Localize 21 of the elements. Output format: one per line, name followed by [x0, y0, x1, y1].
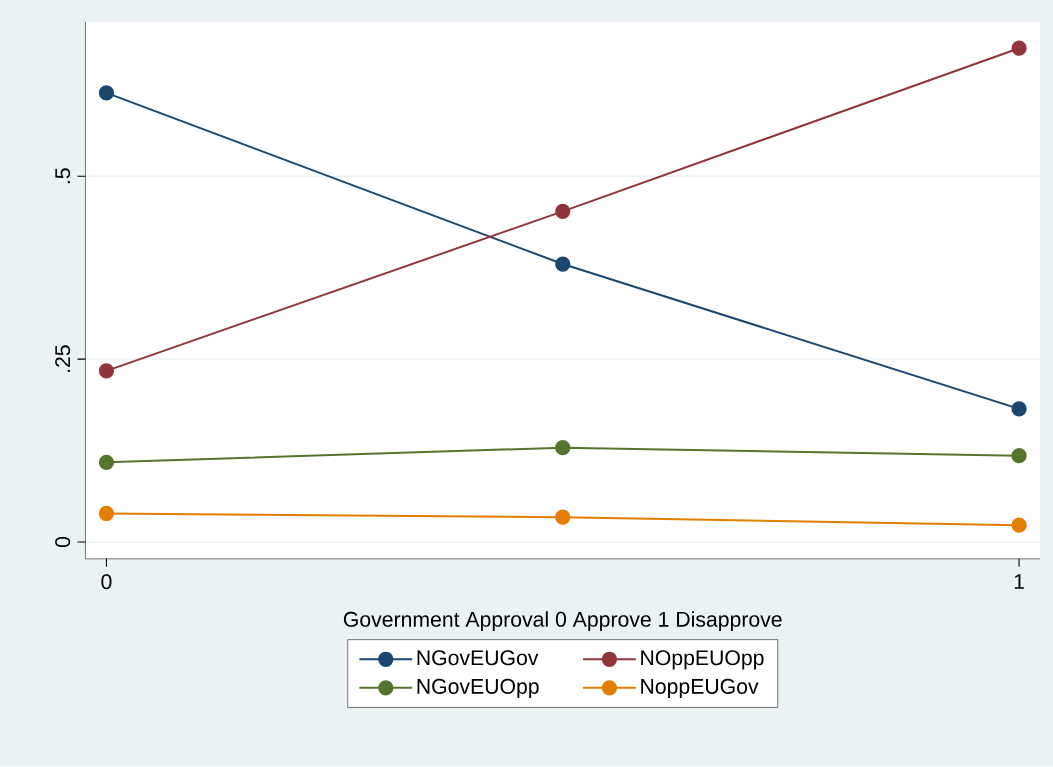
y-tick-label: 0: [55, 537, 71, 548]
point: [98, 363, 115, 379]
legend-label: NGovEUOpp: [417, 679, 539, 699]
point: [98, 454, 115, 471]
point: [555, 203, 571, 220]
point: [1011, 401, 1027, 417]
point: [1011, 517, 1027, 533]
point: [98, 85, 115, 101]
point: [1011, 40, 1027, 56]
point: [555, 256, 571, 272]
point: [98, 506, 115, 522]
x-axis-title: Government Approval 0 Approve 1 Disapprove: [343, 611, 782, 632]
legend-label: NoppEUGov: [641, 679, 759, 699]
point: [555, 509, 571, 525]
x-tick-label: 1: [1014, 574, 1024, 589]
legend-label: NOppEUOpp: [641, 650, 764, 670]
y-tick-label: .5: [55, 168, 71, 184]
legend-label: NGovEUGov: [417, 650, 539, 666]
point: [555, 440, 571, 456]
point: [1011, 448, 1027, 464]
y-tick-label: .25: [55, 345, 71, 373]
